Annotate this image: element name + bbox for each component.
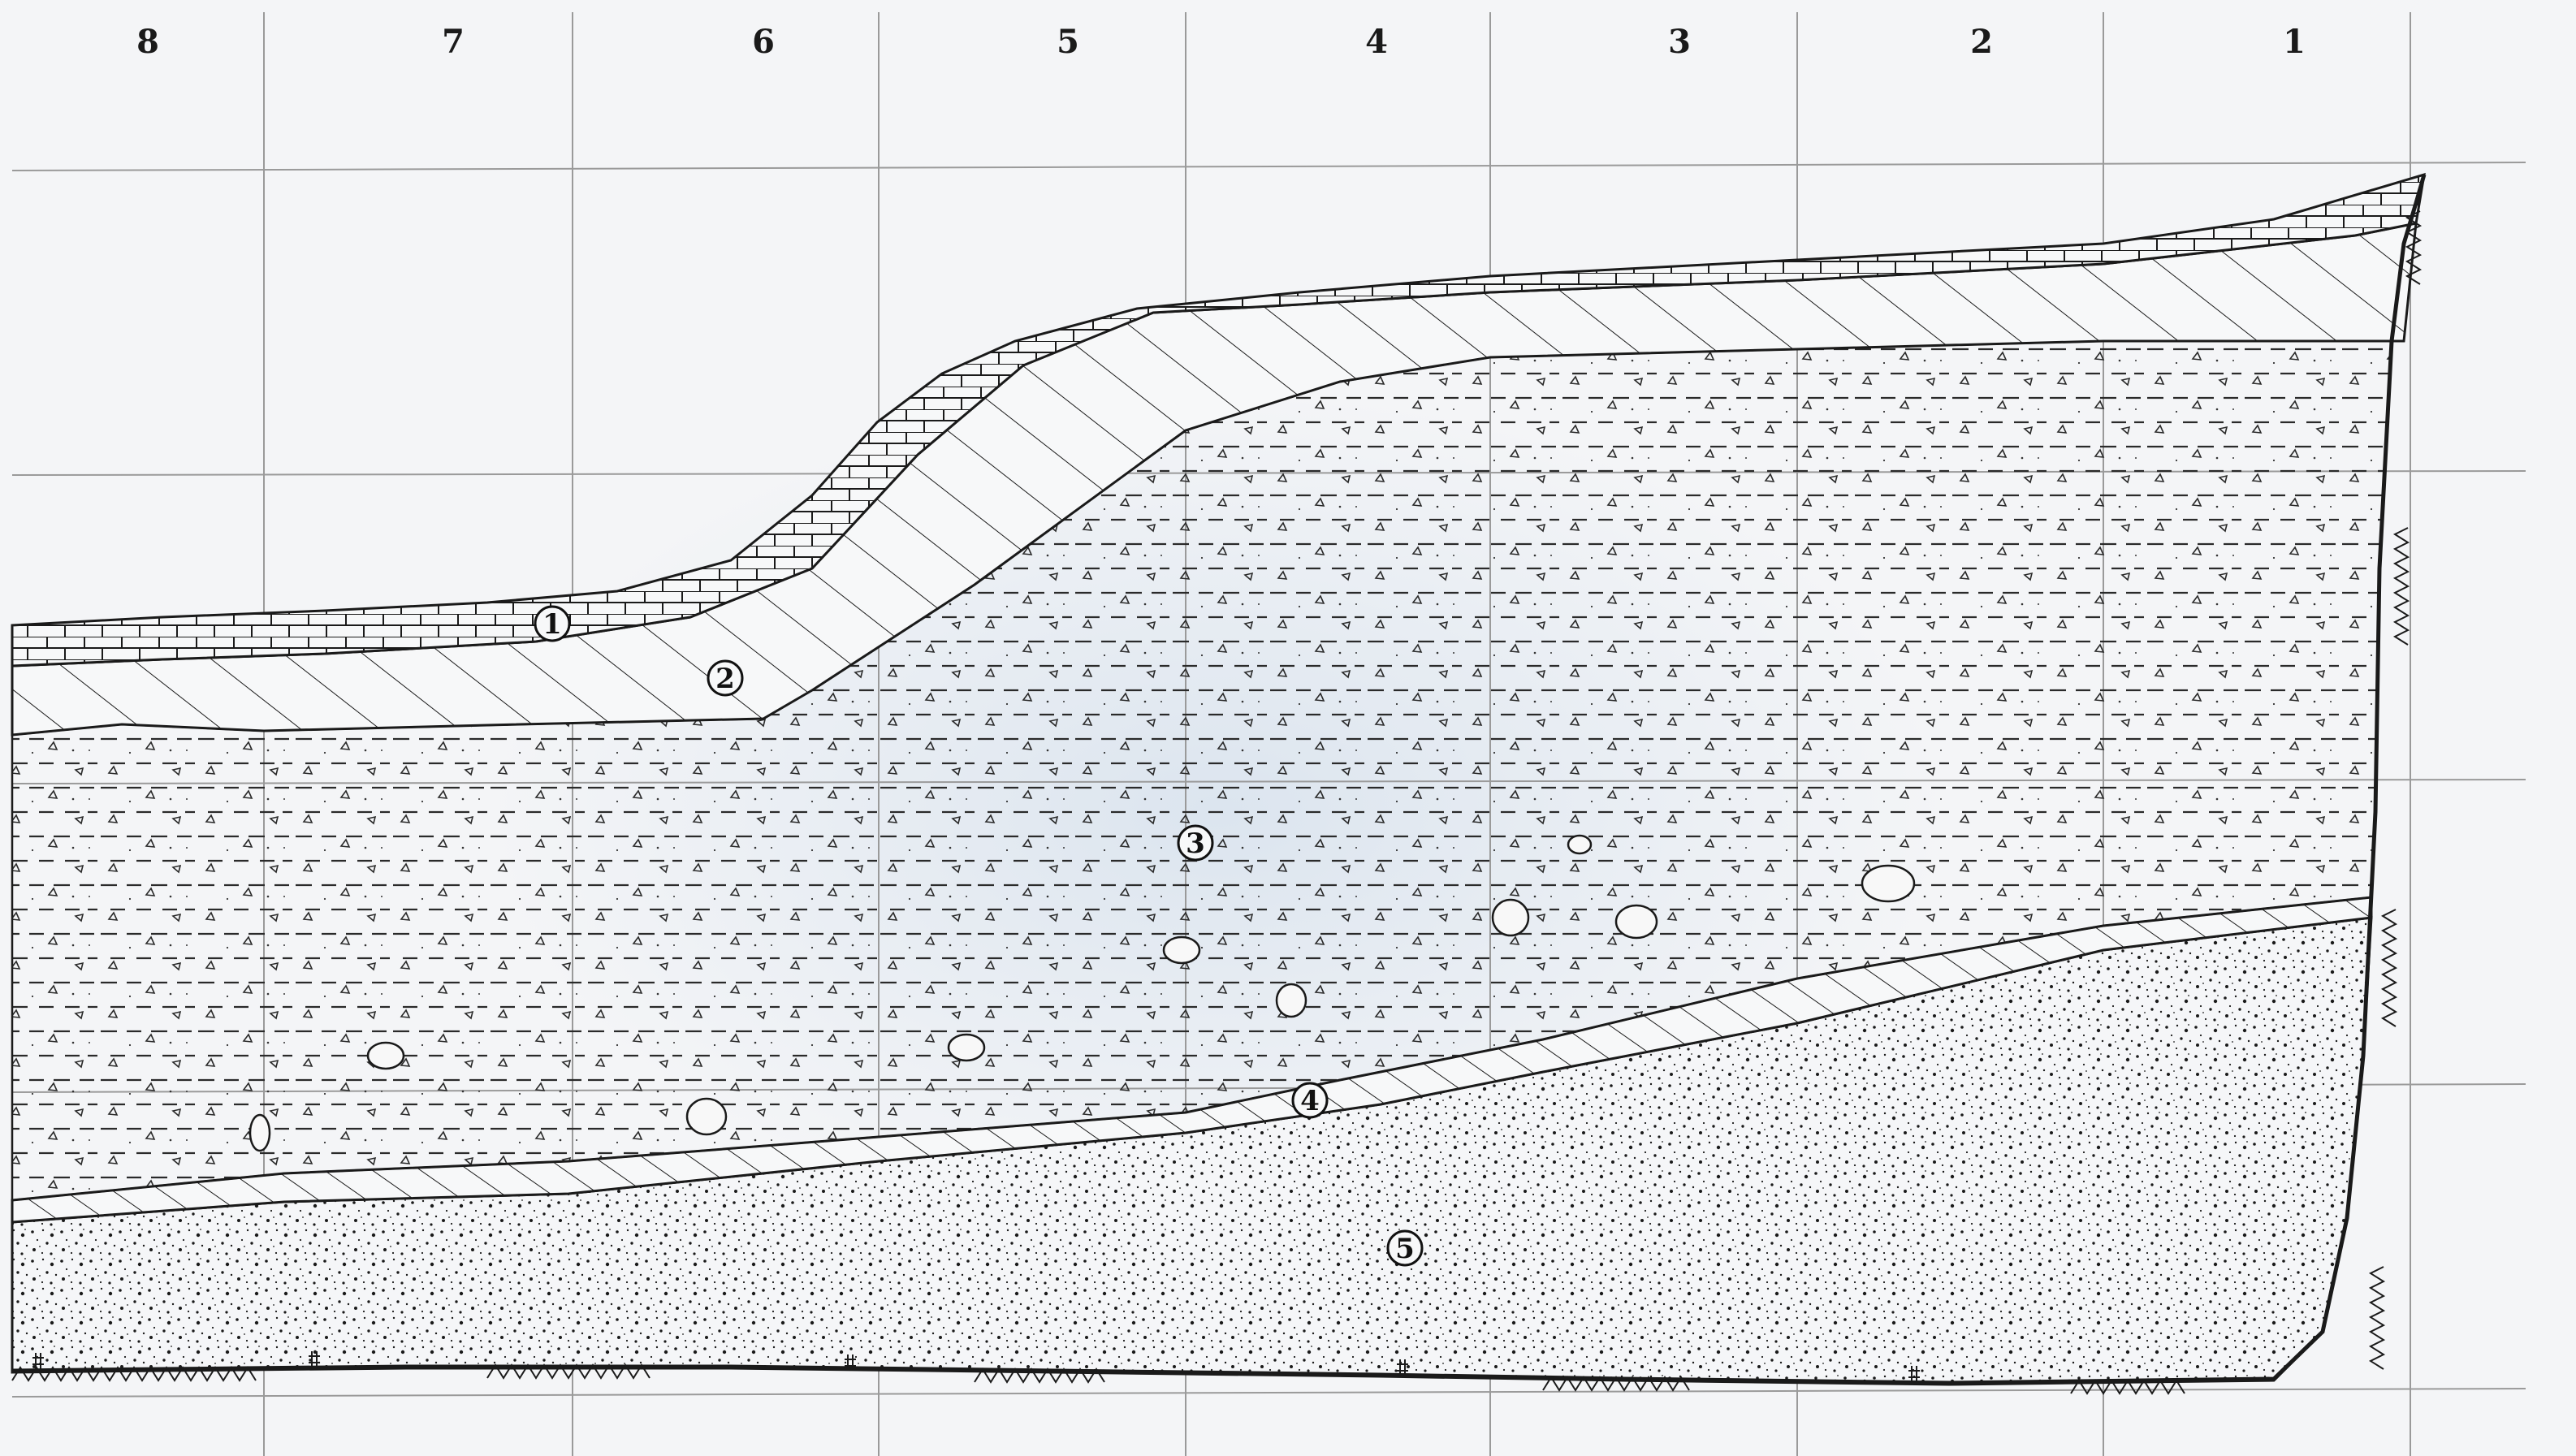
boulder — [1614, 904, 1658, 940]
column-number-8: 8 — [136, 23, 159, 61]
layer-number-4: 4 — [1300, 1085, 1320, 1117]
column-numbers: 8 7 6 5 4 3 2 1 — [136, 23, 2306, 61]
boulder — [366, 1041, 405, 1070]
boulders — [249, 834, 1916, 1152]
column-number-5: 5 — [1057, 23, 1079, 61]
column-number-6: 6 — [752, 23, 775, 61]
boulder — [249, 1113, 271, 1152]
boulder — [685, 1097, 728, 1136]
layer-number-5: 5 — [1395, 1233, 1415, 1265]
boulder — [947, 1033, 986, 1062]
layer-label-5: 5 — [1386, 1229, 1424, 1267]
layer-label-4: 4 — [1291, 1082, 1329, 1119]
boulder — [1491, 898, 1530, 937]
layer-label-3: 3 — [1177, 824, 1214, 862]
layer-number-1: 1 — [542, 608, 562, 641]
boulder — [1861, 864, 1916, 903]
column-number-3: 3 — [1668, 23, 1691, 61]
column-number-1: 1 — [2283, 23, 2306, 61]
column-number-7: 7 — [442, 23, 465, 61]
column-number-4: 4 — [1365, 23, 1388, 61]
boulder — [1567, 834, 1593, 855]
layer-number-3: 3 — [1186, 827, 1205, 860]
layer-label-2: 2 — [707, 659, 744, 697]
boulder — [1162, 935, 1201, 965]
layer-label-1: 1 — [534, 605, 571, 642]
bedrock-base — [11, 174, 2427, 1395]
column-number-2: 2 — [1970, 23, 1993, 61]
boulder — [1275, 983, 1307, 1018]
layer-number-2: 2 — [715, 663, 735, 695]
layer-labels: 1 2 3 4 5 — [534, 605, 1424, 1267]
